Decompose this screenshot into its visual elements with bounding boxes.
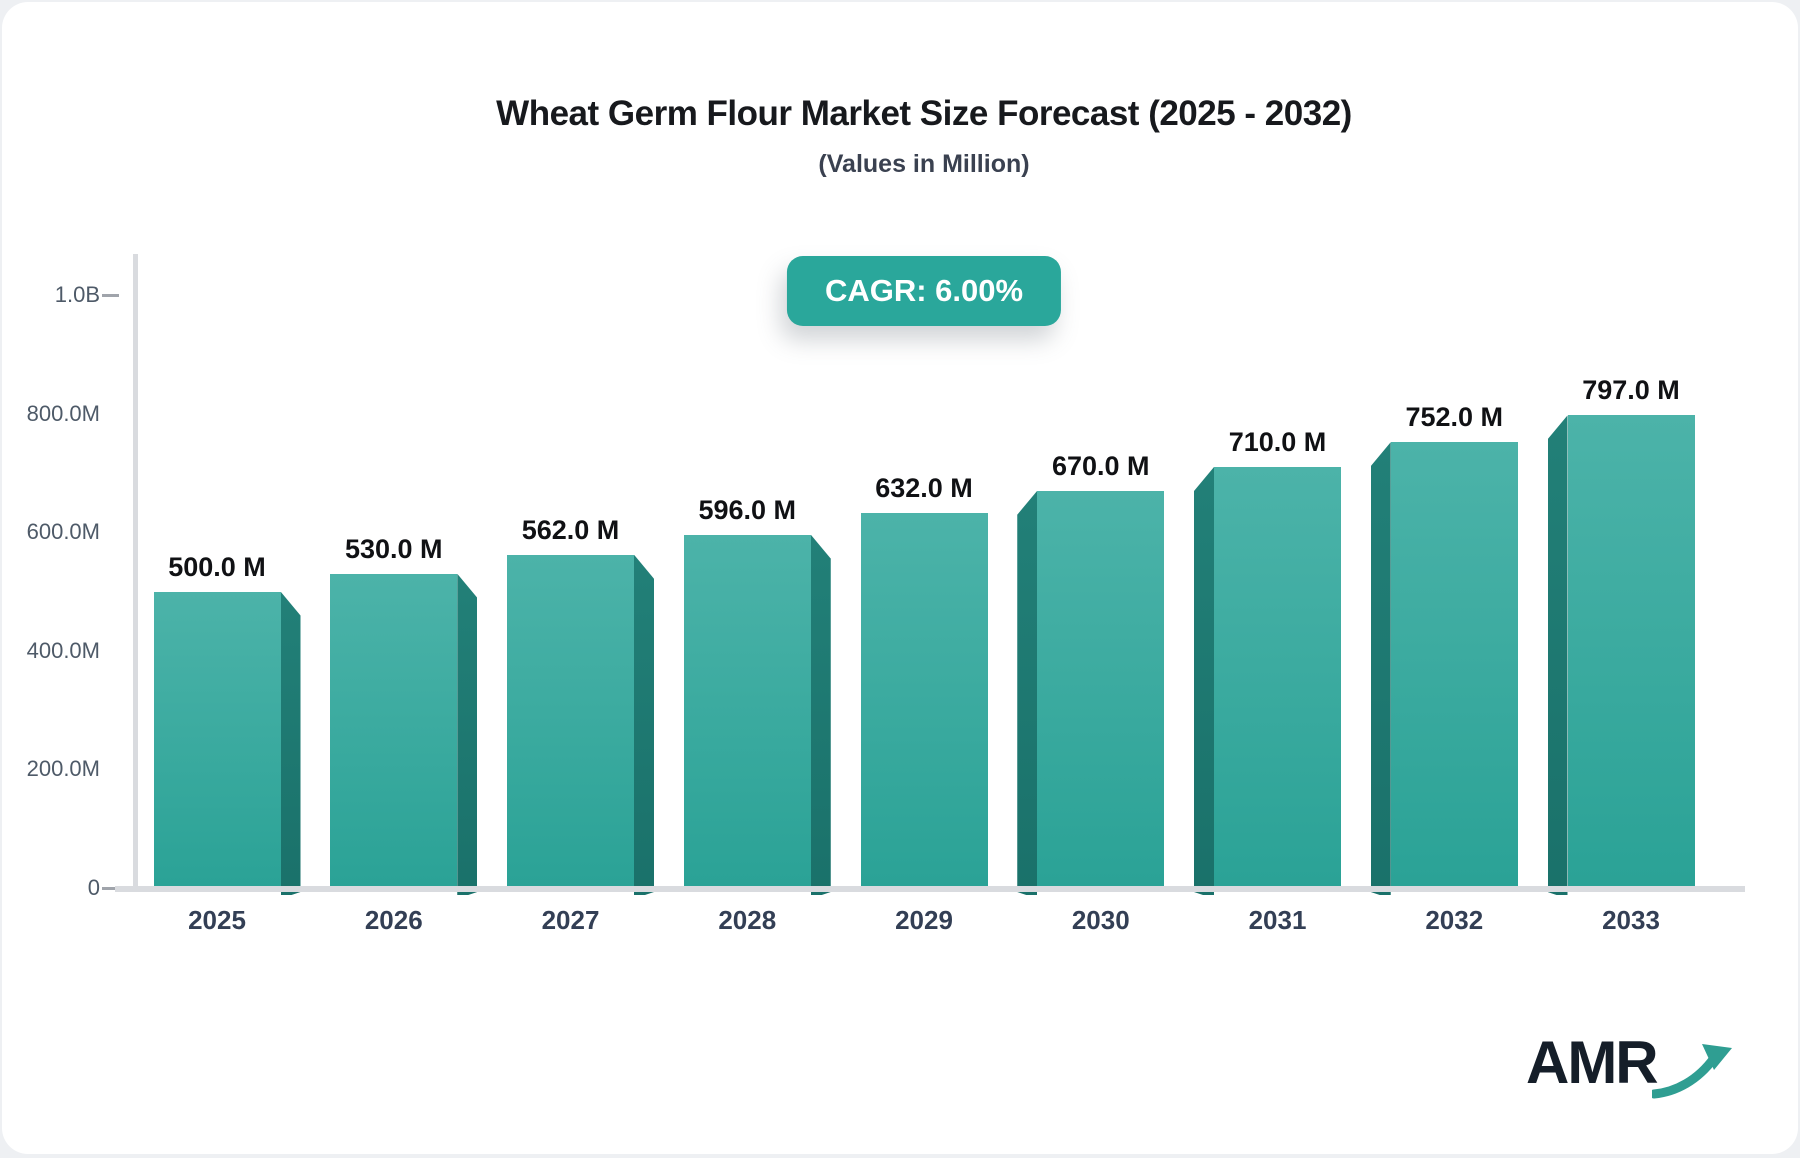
bar-value-label: 670.0 M <box>1051 450 1150 481</box>
bar-2032[interactable] <box>1390 442 1518 890</box>
y-axis-line <box>133 254 138 892</box>
bar-side-face <box>1017 491 1037 895</box>
x-axis-label: 2025 <box>188 905 246 935</box>
bar-2030[interactable] <box>1037 490 1165 890</box>
amr-logo-text: AMR <box>1526 1029 1659 1096</box>
x-axis-label: 2031 <box>1248 905 1307 935</box>
bar-value-label: 632.0 M <box>875 473 973 504</box>
x-axis-label: 2028 <box>718 905 777 935</box>
y-axis-tick-mark <box>102 293 119 297</box>
chart-subtitle: (Values in Million) <box>818 150 1030 178</box>
bar-value-label: 797.0 M <box>1582 375 1680 406</box>
cagr-badge: CAGR: 6.00% <box>786 256 1062 326</box>
x-axis-label: 2033 <box>1602 905 1660 935</box>
chart-title: Wheat Germ Flour Market Size Forecast (2… <box>496 94 1352 133</box>
bar-value-label: 710.0 M <box>1228 426 1327 457</box>
bar-value-label: 752.0 M <box>1405 402 1504 433</box>
y-axis-tick-label: 800.0M <box>26 400 100 426</box>
bar-2029[interactable] <box>860 513 988 890</box>
bar-value-label: 596.0 M <box>698 494 797 525</box>
bar-2028[interactable] <box>683 534 811 890</box>
y-axis-tick-label: 600.0M <box>26 519 100 545</box>
y-axis-tick-label: 200.0M <box>26 756 100 782</box>
bar-2026[interactable] <box>330 573 458 890</box>
bar-2033[interactable] <box>1567 415 1695 890</box>
bar-side-face <box>1194 467 1214 895</box>
bar-value-label: 562.0 M <box>521 514 620 545</box>
bar-side-face <box>1548 415 1568 895</box>
bar-side-face <box>1371 442 1391 895</box>
y-axis-tick-label: 0 <box>87 875 100 900</box>
bar-value-label: 500.0 M <box>168 551 266 582</box>
x-axis-label: 2029 <box>895 905 953 935</box>
growth-arrow-icon <box>1652 1044 1732 1099</box>
x-axis-label: 2026 <box>364 905 423 935</box>
bar-side-face <box>281 592 301 896</box>
amr-logo: AMR <box>1526 1028 1732 1099</box>
x-axis-label: 2027 <box>541 905 600 935</box>
bar-2031[interactable] <box>1214 466 1341 890</box>
y-axis-tick-mark <box>102 886 119 890</box>
bar-2027[interactable] <box>507 554 634 890</box>
bar-value-label: 530.0 M <box>344 533 443 564</box>
y-axis-tick-label: 400.0M <box>26 637 100 663</box>
bar-side-face <box>634 555 654 895</box>
x-axis-label: 2030 <box>1071 905 1130 935</box>
bar-side-face <box>457 574 477 895</box>
bar-side-face <box>811 535 831 895</box>
bar-2025[interactable] <box>153 591 281 890</box>
y-axis-tick-label: 1.0B <box>54 282 100 307</box>
x-axis-line <box>115 886 1745 892</box>
x-axis-label: 2032 <box>1425 905 1484 935</box>
